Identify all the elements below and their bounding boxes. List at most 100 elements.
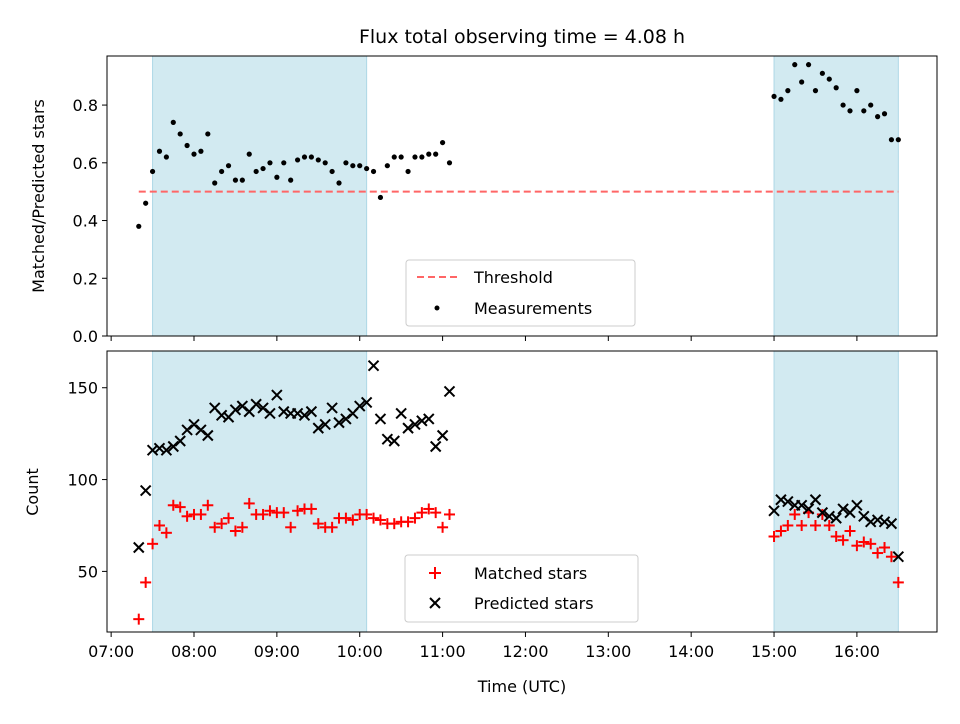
measurement-point [785,88,791,94]
shaded-interval [774,351,899,632]
cross-b [333,416,345,429]
predicted-star-point [395,407,407,420]
measurement-point [136,223,142,229]
predicted-star-point [153,442,166,455]
x-tick-label: 13:00 [585,642,631,661]
y-tick-label: 0.8 [73,96,98,115]
x-axis-label: Time (UTC) [477,677,566,696]
measurement-point [294,157,301,163]
measurement-point [847,108,853,114]
predicted-star-point [775,494,787,506]
matched-star-point [312,518,324,530]
predicted-star-point [851,499,863,511]
cross-b [202,429,214,442]
cross-b [865,516,877,528]
legend-predicted-swatch [429,597,441,609]
predicted-star-point [229,404,242,416]
matched-star-point [216,518,228,530]
measurement-point [881,111,888,117]
measurement-point [778,96,784,102]
top-y-ticks: 0.0 0.2 0.4 0.6 0.8 [73,96,107,346]
x-tick-label: 16:00 [834,642,880,661]
cross-b [423,413,435,425]
predicted-star-point [423,413,435,425]
matched-star-point [167,499,179,511]
measurement-point [833,85,839,91]
matched-star-point [236,521,248,533]
predicted-star-point [326,402,338,414]
predicted-star-point [174,435,186,447]
measurement-point [212,180,218,186]
cross-b [782,495,794,508]
measurement-point [301,154,308,160]
measurement-point [170,119,176,125]
predicted-star-point [278,405,290,418]
cross-b [278,405,290,418]
predicted-star-point [878,516,891,528]
matched-star-point [872,547,884,559]
matched-star-point [202,499,214,511]
matched-star-point [416,507,428,519]
matched-star-point [326,521,338,533]
matched-star-point [823,519,835,531]
measurement-point [433,151,439,157]
matched-star-point [374,514,386,526]
measurement-point [819,70,825,76]
cross-b [837,503,849,515]
measurement-point [812,88,819,94]
measurement-point [357,163,363,169]
measurement-point [875,114,881,120]
x-tick-label: 09:00 [254,642,300,661]
measurement-point [861,108,867,114]
matched-star-point [809,519,821,531]
matched-star-point [844,525,856,537]
y-tick-label: 0.6 [73,154,98,173]
measurements-points [136,62,901,229]
matched-star-point [796,519,808,531]
cross-b [768,505,780,517]
measurement-point [219,168,225,175]
measurement-point [419,154,425,160]
x-tick-label: 08:00 [171,642,217,661]
cross-b [215,409,228,421]
matched-star-point [858,536,870,548]
shaded-interval [774,56,899,336]
measurement-point [405,168,411,175]
measurement-point [888,137,895,143]
cross-b [367,359,380,372]
matched-star-point [768,530,780,542]
bottom-x-ticks: 07:00 08:00 09:00 10:00 11:00 12:00 13:00 14:00… [88,632,880,661]
matched-star-point [443,508,455,520]
measurement-point [281,160,287,166]
measurement-point [274,174,280,180]
top-legend: Threshold Measurements [405,259,636,327]
cross-b [878,516,891,528]
cross-b [775,494,787,506]
x-tick-label: 15:00 [751,642,797,661]
measurement-point [771,93,777,100]
bottom-y-axis-label: Count [23,468,42,516]
measurement-point [426,151,432,157]
matched-star-point [160,527,172,539]
measurement-point [439,139,446,146]
cross-b [892,550,905,563]
matched-star-point [181,510,193,522]
predicted-star-point [250,398,262,410]
cross-b [271,389,283,401]
matched-star-point [865,538,877,550]
y-tick-label: 0.2 [73,269,98,288]
cross-b [823,510,835,523]
cross-b [402,422,414,434]
cross-b [146,444,159,456]
matched-star-point [892,576,904,588]
predicted-star-point [429,440,442,453]
cross-b [153,442,166,455]
matched-star-point [140,576,152,588]
count-panel: 50 100 150 07:00 08:00 09:00 10:00 11:00 12:00 1… [23,350,938,696]
measurement-point [267,160,273,166]
cross-b [858,510,870,523]
predicted-star-point [291,407,304,420]
matched-star-point [437,521,449,533]
y-tick-label: 50 [78,562,98,581]
predicted-star-point [360,396,373,409]
